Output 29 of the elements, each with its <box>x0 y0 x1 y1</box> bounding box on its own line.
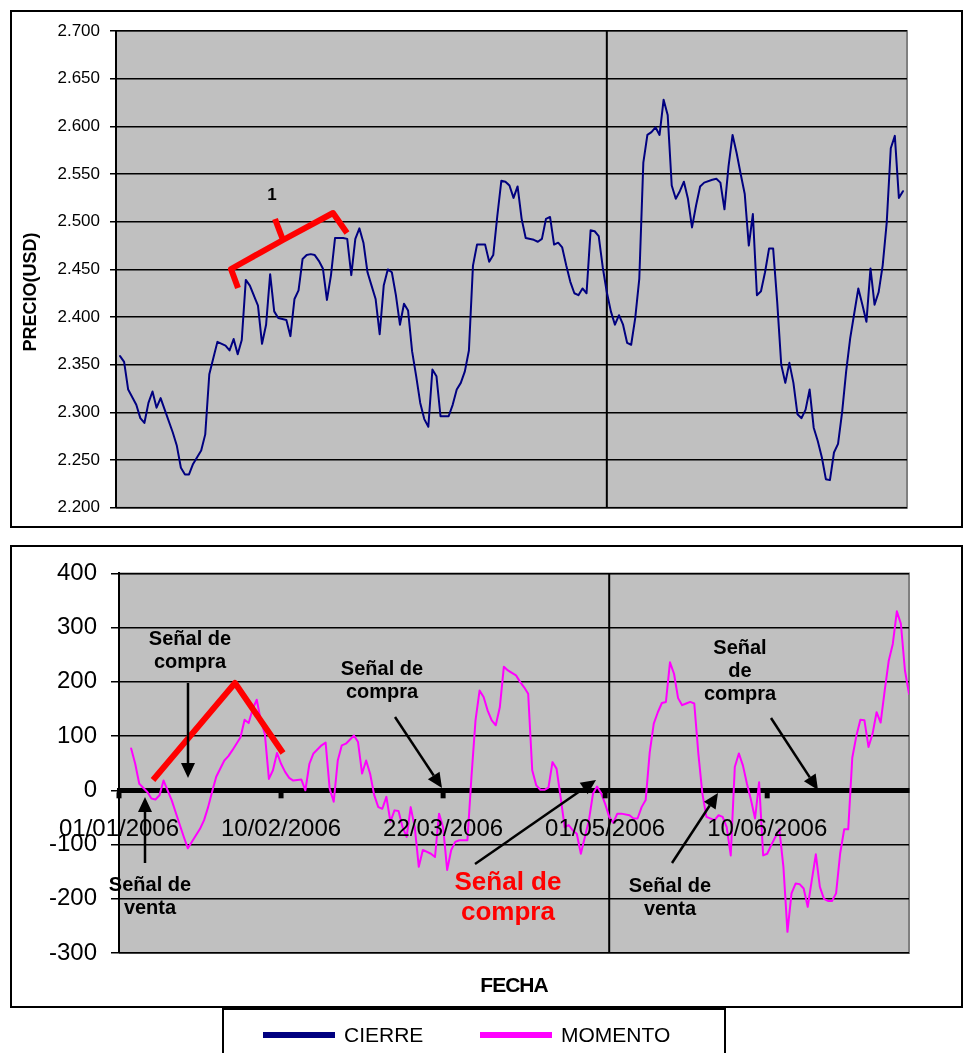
legend-label: CIERRE <box>344 1023 424 1047</box>
y-tick-label: 2.350 <box>57 354 100 374</box>
x-axis-title: FECHA <box>480 973 548 997</box>
annotation: 1 <box>266 185 278 205</box>
annotation: Señal de compra <box>702 635 778 705</box>
x-tick-label: 10/02/2006 <box>220 814 342 842</box>
y-tick-label: 300 <box>56 612 97 640</box>
y-tick-label: 2.550 <box>57 163 100 183</box>
y-tick-label: 2.450 <box>57 259 100 279</box>
y-axis-title: PRECIO(USD) <box>19 232 41 352</box>
y-tick-label: 2.700 <box>57 20 100 40</box>
annotation: Señal de compra <box>339 657 425 703</box>
y-tick-label: 2.300 <box>57 402 100 422</box>
y-tick-label: 2.500 <box>57 211 100 231</box>
y-tick-label: 400 <box>56 558 97 586</box>
y-tick-label: 0 <box>83 774 97 802</box>
y-tick-label: 2.600 <box>57 116 100 136</box>
y-tick-label: 200 <box>56 666 97 694</box>
y-tick-label: 2.200 <box>57 497 100 517</box>
y-tick-label: -300 <box>48 937 97 965</box>
legend-label: MOMENTO <box>561 1023 671 1047</box>
y-tick-label: 2.250 <box>57 449 100 469</box>
annotation: Señal de venta <box>627 874 713 920</box>
annotation: Señal de compra <box>147 627 233 673</box>
y-tick-label: -200 <box>48 883 97 911</box>
annotation: Señal de compra <box>453 866 563 927</box>
y-tick-label: 2.400 <box>57 306 100 326</box>
y-tick-label: 2.650 <box>57 68 100 88</box>
y-tick-label: 100 <box>56 720 97 748</box>
